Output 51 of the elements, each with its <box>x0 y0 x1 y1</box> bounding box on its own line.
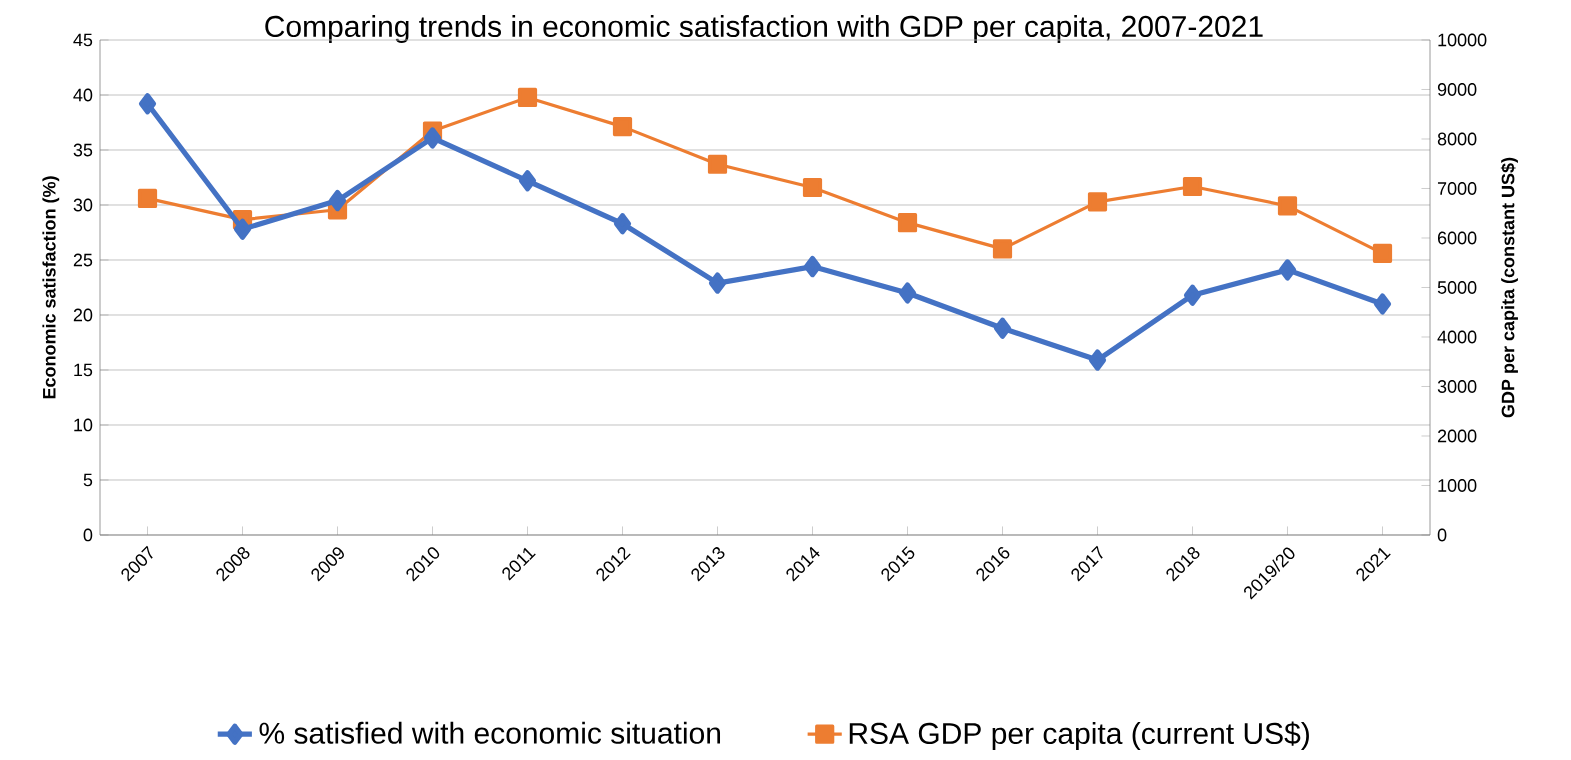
y-tick-label: 40 <box>73 88 93 102</box>
point <box>517 87 538 108</box>
point <box>708 272 727 294</box>
y-tick-label: 35 <box>73 143 93 157</box>
y2-tick-label: 1000 <box>1438 479 1477 492</box>
y2-tick-label: 8000 <box>1437 132 1477 146</box>
point <box>612 117 633 137</box>
point <box>423 127 442 149</box>
y2-tick-label: 9000 <box>1437 83 1477 96</box>
y-tick-label: 25 <box>73 253 93 267</box>
point <box>898 282 917 304</box>
y2-axis-title: GDP per capita (constant US$) <box>1500 157 1518 418</box>
y2-tick-label: 4000 <box>1437 330 1477 344</box>
y-tick-label: 5 <box>83 473 93 487</box>
point <box>1183 284 1202 306</box>
legend-label: RSA GDP per capita (current US$) <box>849 721 1309 751</box>
point <box>613 213 632 235</box>
y-tick-label: 15 <box>74 363 93 377</box>
point <box>137 188 158 208</box>
y2-tick-label: 5000 <box>1437 281 1477 294</box>
y-tick-label: 0 <box>83 528 93 542</box>
point <box>138 93 157 115</box>
point <box>1087 192 1108 212</box>
legend-label: % satisfied with economic situation <box>259 721 721 744</box>
y2-tick-label: 7000 <box>1437 182 1477 195</box>
y-tick-label: 45 <box>73 33 93 47</box>
point <box>992 239 1013 259</box>
point <box>1278 259 1297 281</box>
point <box>897 213 918 233</box>
y2-tick-label: 10000 <box>1438 33 1487 47</box>
point <box>803 255 822 278</box>
point <box>707 154 728 174</box>
point <box>1277 196 1298 216</box>
point <box>518 170 537 192</box>
point <box>802 177 823 198</box>
y2-tick-label: 6000 <box>1437 231 1477 245</box>
chart-title: Comparing trends in economic satisfaction with GDP per capita, 2007-2021 <box>265 15 1263 43</box>
y-tick-label: 10 <box>74 418 93 432</box>
point <box>233 218 252 240</box>
point <box>1373 293 1392 315</box>
y-axis-title: Economic satisfaction (%) <box>42 176 60 399</box>
y2-tick-label: 0 <box>1437 528 1447 542</box>
point <box>1088 349 1107 371</box>
point <box>328 189 347 212</box>
point <box>1182 176 1203 197</box>
point <box>1372 243 1393 263</box>
y2-tick-label: 2000 <box>1437 429 1477 443</box>
y-tick-label: 20 <box>73 308 93 322</box>
y2-tick-label: 3000 <box>1437 380 1477 393</box>
point <box>993 317 1012 339</box>
y-tick-label: 30 <box>73 198 93 212</box>
